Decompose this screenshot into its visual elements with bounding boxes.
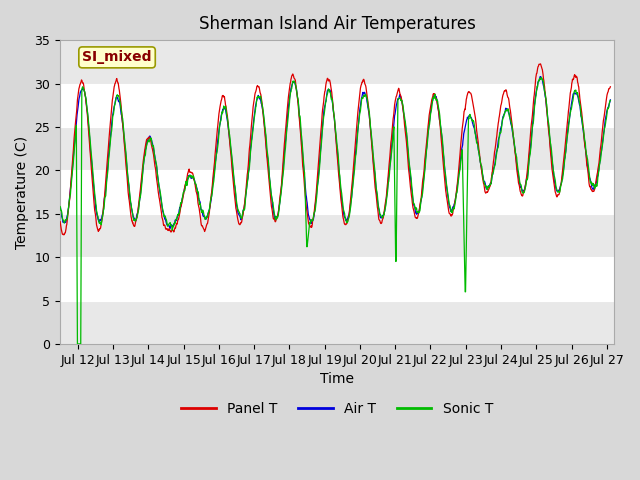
X-axis label: Time: Time xyxy=(320,372,354,386)
Bar xyxy=(60,40,614,84)
Y-axis label: Temperature (C): Temperature (C) xyxy=(15,135,29,249)
Bar xyxy=(60,127,614,170)
Bar xyxy=(60,300,614,344)
Title: Sherman Island Air Temperatures: Sherman Island Air Temperatures xyxy=(198,15,476,33)
Legend: Panel T, Air T, Sonic T: Panel T, Air T, Sonic T xyxy=(175,396,499,421)
Text: SI_mixed: SI_mixed xyxy=(83,50,152,64)
Bar xyxy=(60,214,614,257)
